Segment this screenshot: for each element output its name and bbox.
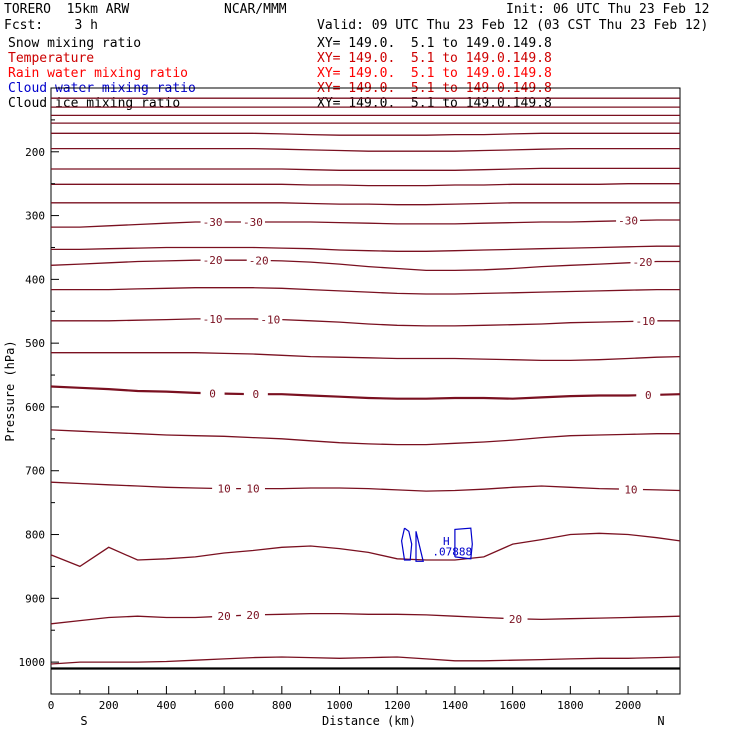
temperature-contour-label: 10 xyxy=(246,483,259,496)
temperature-contour-label: -30 xyxy=(618,215,638,228)
contour-label-bg xyxy=(243,388,268,401)
temperature-contour-label: 10 xyxy=(217,483,230,496)
temperature-contour xyxy=(50,259,680,272)
temperature-contour xyxy=(50,612,681,625)
contour-label-bg xyxy=(212,610,237,623)
cloud-water-contour xyxy=(400,527,413,561)
contour-label-bg xyxy=(630,256,655,269)
y-tick-label: 600 xyxy=(25,401,45,414)
x-tick-label: 1400 xyxy=(442,699,469,712)
temperature-contour-label: -20 xyxy=(249,254,269,267)
temperature-contour-label: 20 xyxy=(509,613,522,626)
axes: 0 200 400 600 800 1000 1200 1400 1600 1800 2000200… xyxy=(19,119,658,712)
temperature-contour xyxy=(50,385,681,400)
x-tick-label: 1800 xyxy=(557,699,584,712)
contour-label-bg xyxy=(246,254,271,267)
cloud-high-label: H xyxy=(443,535,450,548)
y-tick-label: 500 xyxy=(25,337,45,350)
contour-label-bg xyxy=(200,387,225,400)
header-center: NCAR/MMM xyxy=(224,2,287,17)
x-tick-label: 600 xyxy=(214,699,234,712)
temperature-contour-label: 0 xyxy=(645,389,652,402)
contour-label-bg xyxy=(240,608,265,621)
temperature-contour-label: 20 xyxy=(246,609,259,622)
cloud-water-contour xyxy=(454,527,473,560)
temperature-contour xyxy=(51,318,680,327)
contour-label-bg xyxy=(258,313,283,326)
temperature-contour xyxy=(51,132,680,136)
temperature-contour xyxy=(50,481,681,492)
plot-frame xyxy=(50,87,681,695)
y-tick-label: 1000 xyxy=(19,656,46,669)
contour-label-bg xyxy=(633,315,658,328)
y-tick-label: 300 xyxy=(25,210,45,223)
temperature-contour xyxy=(51,183,680,187)
cloud-max-value: .07888 xyxy=(432,545,472,558)
temperature-contour xyxy=(51,352,681,362)
temperature-contour-label: -30 xyxy=(203,216,223,229)
contour-label-bg xyxy=(503,612,528,625)
contour-label-bg xyxy=(636,389,661,402)
temperature-contour-label: 0 xyxy=(253,388,260,401)
temperature-contour xyxy=(51,287,680,295)
temperature-contour-label: -10 xyxy=(203,313,223,326)
contour-label-bg xyxy=(618,483,643,496)
legend-label-temperature: Temperature xyxy=(8,51,95,66)
y-tick-label: 200 xyxy=(25,146,45,159)
temperature-contour-label: -30 xyxy=(243,216,263,229)
y-tick-label: 400 xyxy=(25,273,45,286)
x-tick-label: 400 xyxy=(156,699,176,712)
x-tick-label: 800 xyxy=(272,699,292,712)
temperature-contour xyxy=(51,147,680,152)
x-tick-label: 1600 xyxy=(499,699,526,712)
temperature-contour-label: 10 xyxy=(624,483,637,496)
contour-label-bg xyxy=(200,312,225,325)
header-init: Init: 06 UTC Thu 23 Feb 12 xyxy=(506,2,710,17)
y-tick-label: 800 xyxy=(25,529,45,542)
temperature-contour-label: -10 xyxy=(635,315,655,328)
contour-label-bg xyxy=(240,482,265,495)
temperature-contour xyxy=(50,656,681,665)
temperature-contour-label: -20 xyxy=(633,256,653,269)
temperature-contour xyxy=(50,532,681,568)
temperature-contour-label: -10 xyxy=(260,313,280,326)
contour-label-bg xyxy=(240,215,265,228)
header-fcst: Fcst: 3 h xyxy=(4,18,98,33)
x-axis-label: Distance (km) xyxy=(322,714,416,728)
cloud-water-contours xyxy=(400,527,473,562)
contour-label-bg xyxy=(200,254,225,267)
contour-label-bg xyxy=(616,214,641,227)
x-end-label-right: N xyxy=(657,714,664,728)
temperature-contours: -30 -30 -30 -20 -20 -20 -10 -10 -10 0 0 0 10 10 10 20 20… xyxy=(50,97,681,670)
temperature-contour-label: -20 xyxy=(203,254,223,267)
x-tick-label: 2000 xyxy=(615,699,642,712)
contour-label-bg xyxy=(200,215,225,228)
x-tick-label: 1000 xyxy=(326,699,353,712)
temperature-contour xyxy=(51,245,680,252)
x-tick-label: 1200 xyxy=(384,699,411,712)
temperature-contour-label: 0 xyxy=(209,387,216,400)
x-end-label-left: S xyxy=(80,714,87,728)
y-tick-label: 900 xyxy=(25,592,45,605)
legend-label-snow: Snow mixing ratio xyxy=(8,36,142,51)
temperature-contour xyxy=(51,202,680,206)
temperature-contour xyxy=(50,429,680,446)
temperature-contour xyxy=(51,219,680,228)
temperature-contour-label: 20 xyxy=(217,610,230,623)
legend-xy-rain: XY= 149.0. 5.1 to 149.0.149.8 xyxy=(317,66,552,81)
cloud-water-contour xyxy=(415,531,424,562)
legend-xy-snow: XY= 149.0. 5.1 to 149.0.149.8 xyxy=(317,36,552,51)
header-model: TORERO 15km ARW xyxy=(4,2,130,17)
temperature-contour xyxy=(51,167,680,171)
y-axis-label: Pressure (hPa) xyxy=(3,340,17,441)
header-valid: Valid: 09 UTC Thu 23 Feb 12 (03 CST Thu … xyxy=(317,18,709,33)
y-tick-label: 700 xyxy=(25,465,45,478)
x-tick-label: 200 xyxy=(99,699,119,712)
x-tick-label: 0 xyxy=(48,699,55,712)
legend-xy-temperature: XY= 149.0. 5.1 to 149.0.149.8 xyxy=(317,51,552,66)
legend-label-rain: Rain water mixing ratio xyxy=(8,66,189,81)
contour-label-bg xyxy=(212,482,237,495)
